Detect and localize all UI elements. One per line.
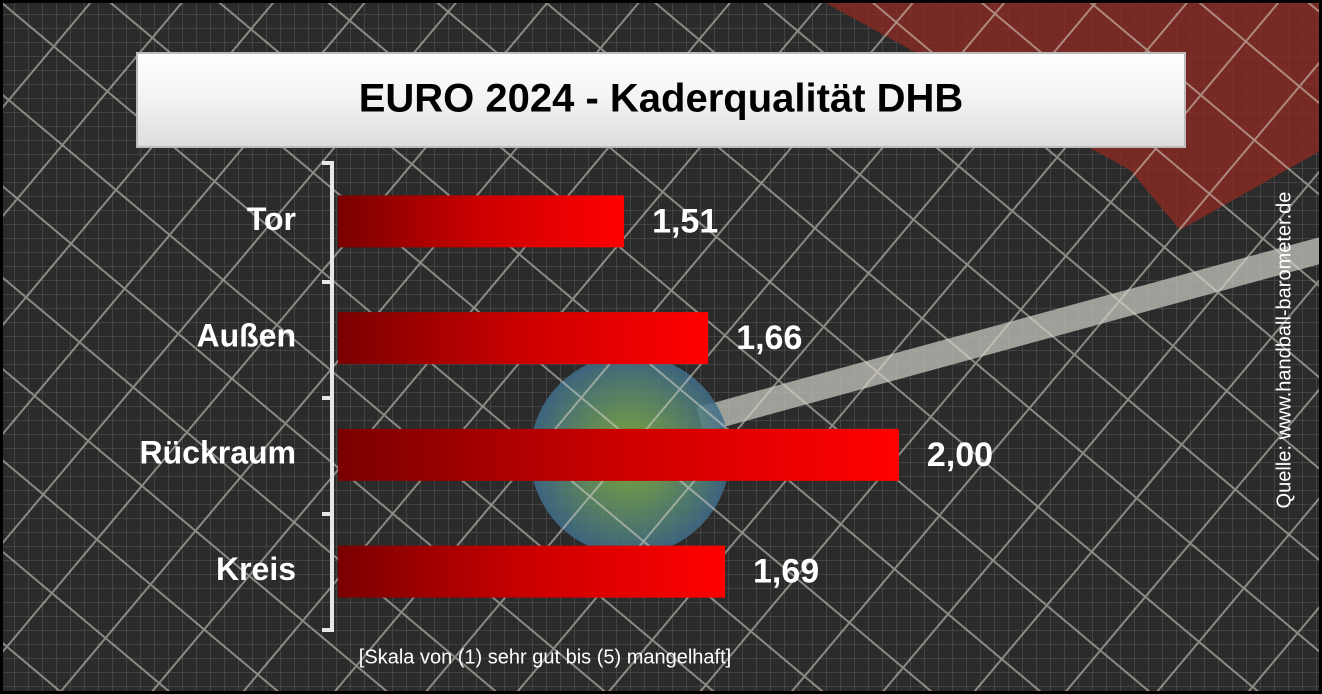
value-label: 1,66 [736, 319, 802, 357]
category-label: Rückraum [140, 434, 297, 470]
axis-bracket [322, 161, 334, 632]
category-label: Kreis [216, 551, 296, 587]
note: [Skala von (1) sehr gut bis (5) mangelha… [359, 646, 731, 668]
bar [338, 545, 726, 598]
category-label: Tor [247, 201, 296, 237]
bar [338, 195, 625, 248]
value-label: 1,51 [652, 202, 718, 240]
bar [338, 428, 899, 481]
chart-title: EURO 2024 - Kaderqualität DHB [359, 77, 964, 121]
title-box [136, 52, 1186, 148]
category-label: Außen [196, 318, 296, 354]
source: Quelle: www.handball-barometer.de [1273, 192, 1295, 509]
bar [338, 312, 709, 365]
value-label: 2,00 [927, 436, 993, 474]
value-label: 1,69 [753, 553, 819, 591]
